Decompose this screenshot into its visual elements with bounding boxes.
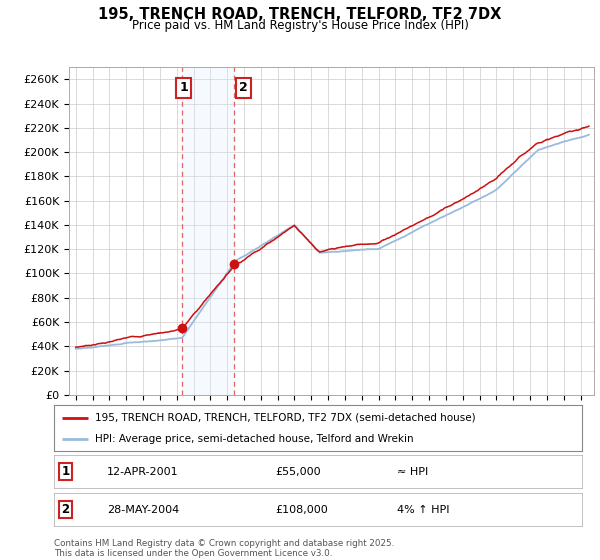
Text: 1: 1 xyxy=(179,81,188,95)
Text: 195, TRENCH ROAD, TRENCH, TELFORD, TF2 7DX: 195, TRENCH ROAD, TRENCH, TELFORD, TF2 7… xyxy=(98,7,502,22)
Text: Price paid vs. HM Land Registry's House Price Index (HPI): Price paid vs. HM Land Registry's House … xyxy=(131,19,469,32)
Bar xyxy=(182,67,234,395)
Text: £55,000: £55,000 xyxy=(276,466,322,477)
Text: 12-APR-2001: 12-APR-2001 xyxy=(107,466,178,477)
Text: 195, TRENCH ROAD, TRENCH, TELFORD, TF2 7DX (semi-detached house): 195, TRENCH ROAD, TRENCH, TELFORD, TF2 7… xyxy=(95,413,476,423)
Text: 1: 1 xyxy=(62,465,70,478)
Text: Contains HM Land Registry data © Crown copyright and database right 2025.
This d: Contains HM Land Registry data © Crown c… xyxy=(54,539,394,558)
Text: 2: 2 xyxy=(239,81,248,95)
Text: £108,000: £108,000 xyxy=(276,505,329,515)
Text: ≈ HPI: ≈ HPI xyxy=(397,466,428,477)
Text: 4% ↑ HPI: 4% ↑ HPI xyxy=(397,505,450,515)
Text: 28-MAY-2004: 28-MAY-2004 xyxy=(107,505,179,515)
Text: HPI: Average price, semi-detached house, Telford and Wrekin: HPI: Average price, semi-detached house,… xyxy=(95,435,414,444)
Text: 2: 2 xyxy=(62,503,70,516)
